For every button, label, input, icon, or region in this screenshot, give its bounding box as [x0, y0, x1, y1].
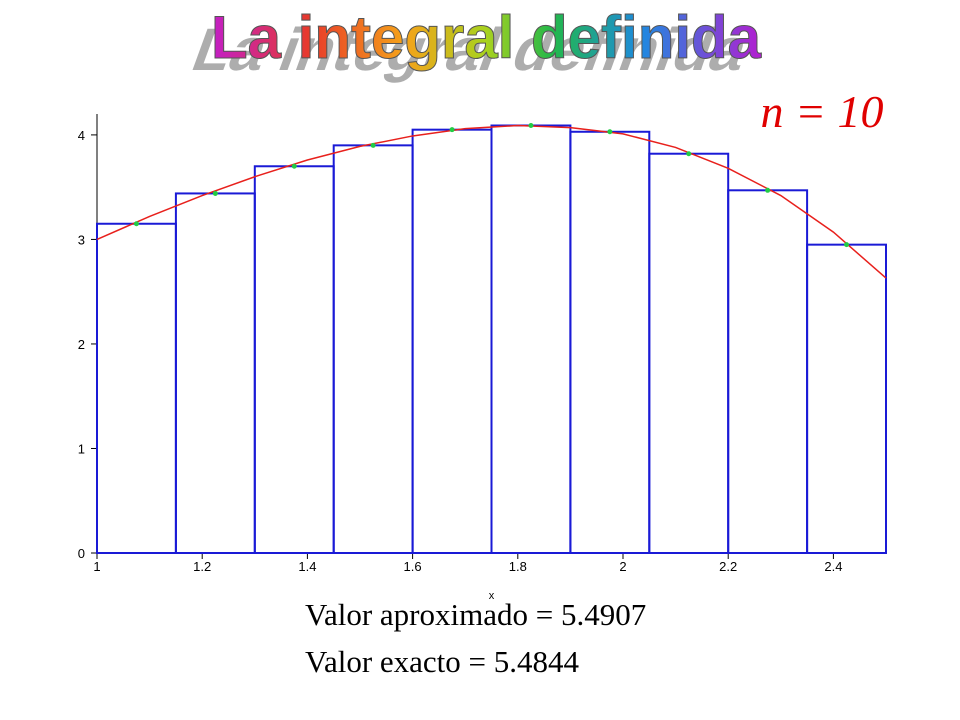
midpoint	[528, 122, 534, 128]
riemann-rect	[648, 152, 730, 554]
x-tick-label: 2.2	[719, 559, 737, 574]
title: La integral definida	[211, 4, 762, 71]
x-tick-label: 1.4	[298, 559, 316, 574]
x-tick-label: 1.6	[404, 559, 422, 574]
midpoint	[607, 129, 613, 135]
riemann-rect	[490, 124, 572, 554]
midpoint	[212, 190, 218, 196]
title-shadow: La integral definida	[184, 17, 759, 84]
approx-value: Valor aproximado = 5.4907	[305, 597, 646, 632]
x-tick-label: 2.4	[824, 559, 842, 574]
x-tick-label: 2	[619, 559, 626, 574]
riemann-rect	[96, 222, 177, 554]
y-tick-label: 0	[78, 546, 85, 561]
y-tick-label: 3	[78, 232, 85, 247]
x-tick-label: 1.2	[193, 559, 211, 574]
midpoint	[133, 221, 139, 227]
n-label: n = 10	[760, 86, 883, 137]
midpoint	[291, 163, 297, 169]
y-tick-label: 2	[78, 337, 85, 352]
riemann-rect	[411, 128, 493, 555]
riemann-rect	[727, 189, 809, 555]
riemann-rect	[332, 144, 414, 554]
midpoint	[844, 242, 850, 248]
x-tick-label: 1	[93, 559, 100, 574]
riemann-rect	[253, 165, 335, 554]
x-tick-label: 1.8	[509, 559, 527, 574]
y-tick-label: 4	[78, 128, 85, 143]
midpoint	[765, 187, 771, 193]
curve	[96, 124, 887, 279]
exact-value: Valor exacto = 5.4844	[305, 644, 580, 679]
midpoint	[370, 142, 376, 148]
x-axis-label: x	[489, 590, 495, 602]
riemann-rect	[569, 130, 651, 554]
y-tick-label: 1	[78, 441, 85, 456]
riemann-rect	[174, 192, 256, 554]
riemann-rect	[806, 243, 887, 554]
midpoint	[686, 151, 692, 157]
midpoint	[449, 127, 455, 133]
